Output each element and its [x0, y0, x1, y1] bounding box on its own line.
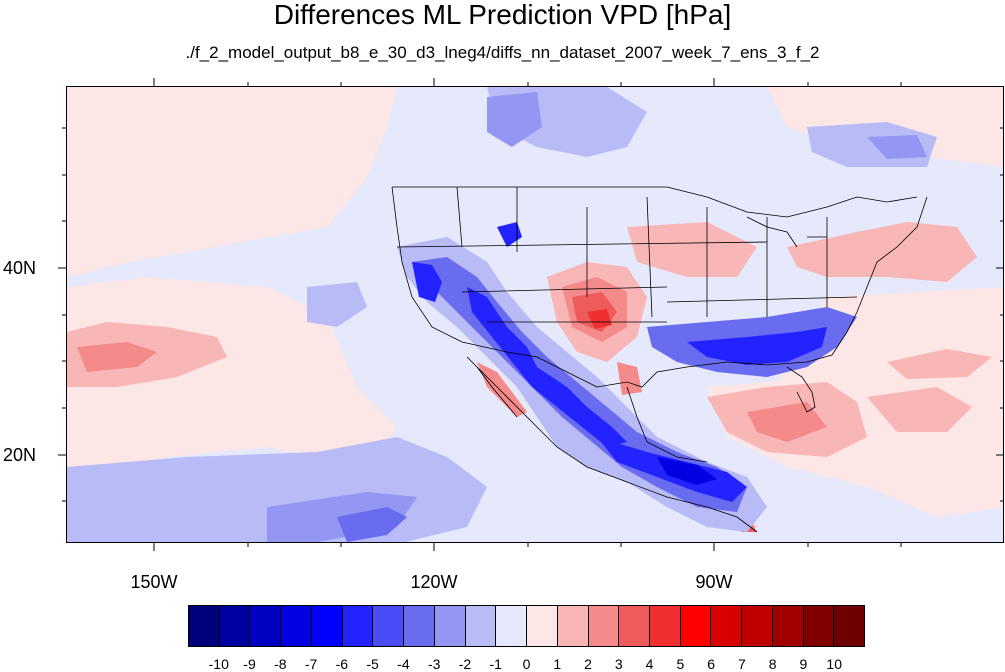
lat-label-20n: 20N [3, 445, 37, 465]
colorbar-swatch [619, 606, 651, 646]
colorbar [188, 605, 865, 647]
colorbar-tick-label: -10 [208, 656, 229, 672]
colorbar-swatch [250, 606, 282, 646]
colorbar-swatch [650, 606, 681, 646]
colorbar-swatch [311, 606, 343, 646]
coastline-borders [391, 186, 928, 533]
colorbar-tick-label: 3 [614, 656, 623, 672]
colorbar-tick-label: -4 [397, 656, 410, 672]
colorbar-tick-label: -5 [366, 656, 379, 672]
colorbar-tick-label: 4 [645, 656, 654, 672]
map-subtitle: ./f_2_model_output_b8_e_30_d3_lneg4/diff… [185, 43, 820, 62]
lon-label-150w: 150W [130, 572, 178, 592]
colorbar-tick-label: 9 [799, 656, 808, 672]
map-plot-area [66, 86, 1004, 543]
colorbar-tick-label: 5 [676, 656, 685, 672]
colorbar-swatch [742, 606, 773, 646]
lat-label-40n: 40N [3, 258, 37, 278]
colorbar-tick-label: 8 [768, 656, 777, 672]
colorbar-swatch [496, 606, 528, 646]
colorbar-tick-label: -2 [458, 656, 472, 672]
colorbar-swatch [680, 606, 712, 646]
colorbar-tick-label: 2 [584, 656, 592, 672]
lon-label-90w: 90W [695, 572, 733, 592]
map-title: Differences ML Prediction VPD [hPa] [273, 0, 732, 30]
colorbar-tick-label: -9 [243, 656, 256, 672]
colorbar-tick-label: -1 [489, 656, 502, 672]
colorbar-swatch [711, 606, 743, 646]
colorbar-swatch [803, 606, 835, 646]
colorbar-swatch [189, 606, 220, 646]
colorbar-swatch [281, 606, 312, 646]
colorbar-swatch [219, 606, 251, 646]
colorbar-swatch [465, 606, 497, 646]
colorbar-swatch [588, 606, 620, 646]
colorbar-tick-label: 7 [738, 656, 746, 672]
colorbar-tick-label: 0 [522, 656, 531, 672]
colorbar-swatch [404, 606, 435, 646]
colorbar-swatch [834, 606, 865, 646]
colorbar-tick-label: -6 [335, 656, 349, 672]
colorbar-swatch [527, 606, 558, 646]
colorbar-tick-label: -8 [274, 656, 287, 672]
colorbar-tick-label: -7 [304, 656, 318, 672]
lon-label-120w: 120W [410, 572, 458, 592]
colorbar-tick-label: 1 [553, 656, 562, 672]
colorbar-swatch [373, 606, 405, 646]
colorbar-tick-label: 6 [707, 656, 716, 672]
colorbar-swatch [342, 606, 374, 646]
colorbar-swatch [557, 606, 589, 646]
colorbar-swatch [772, 606, 804, 646]
difference-field [67, 87, 1003, 542]
colorbar-swatch [434, 606, 466, 646]
colorbar-tick-label: 10 [826, 656, 842, 672]
colorbar-tick-label: -3 [427, 656, 441, 672]
